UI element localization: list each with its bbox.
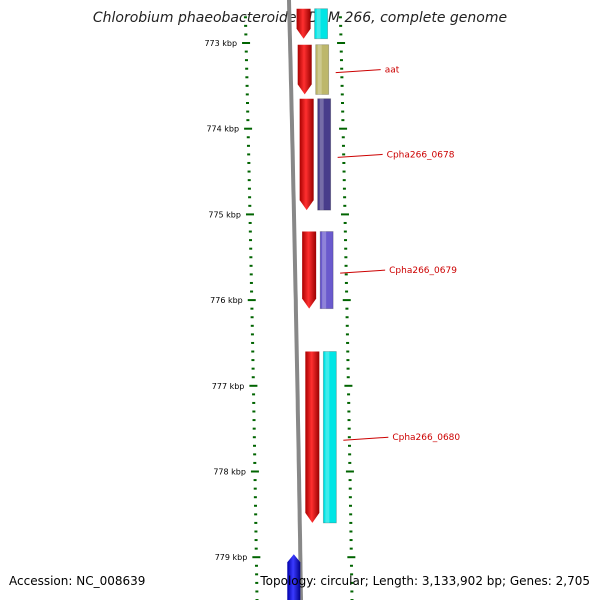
gene-labels: aat Cpha266_0678 Cpha266_0679 Cpha266_0680 xyxy=(335,66,460,443)
cds-arrow xyxy=(302,231,317,309)
cds-arrow xyxy=(296,8,311,39)
cds-arrow xyxy=(299,98,314,211)
genome-backbone xyxy=(287,0,303,600)
gene-label-leader xyxy=(337,153,383,158)
ruler-tick-label: 775 kbp xyxy=(208,210,241,219)
gene-block xyxy=(315,44,330,95)
gene-block xyxy=(319,231,334,310)
gene-label-leader xyxy=(340,269,386,274)
gene-label: Cpha266_0680 xyxy=(392,433,460,443)
gene-block-highlight xyxy=(319,98,324,211)
feature-track xyxy=(314,8,337,524)
gene-block xyxy=(322,351,337,524)
gene-block-highlight xyxy=(325,351,330,523)
ruler-tick-label: 774 kbp xyxy=(206,125,239,134)
ruler-tick-label: 776 kbp xyxy=(210,296,243,305)
gene-block-highlight xyxy=(317,44,322,95)
ruler-tick-label: 777 kbp xyxy=(212,382,245,391)
cds-track xyxy=(287,8,320,600)
ruler-tick-label: 773 kbp xyxy=(204,39,237,48)
gene-label-leader xyxy=(343,436,389,441)
ruler: 773 kbp 774 kbp 775 kbp 776 kbp 777 kbp 778 k… xyxy=(204,16,356,600)
accession-text: Accession: NC_008639 xyxy=(9,574,146,588)
reverse-cds-arrow xyxy=(287,554,301,600)
gene-block xyxy=(314,8,328,40)
ruler-tick-label: 779 kbp xyxy=(215,553,248,562)
gene-block-highlight xyxy=(316,8,321,39)
gene-label: aat xyxy=(385,66,400,76)
gene-label: Cpha266_0679 xyxy=(389,266,457,276)
gene-label: Cpha266_0678 xyxy=(387,150,455,160)
cds-arrow xyxy=(297,44,312,95)
cds-arrow xyxy=(305,351,320,523)
gene-label-leader xyxy=(335,69,381,74)
gene-block xyxy=(317,98,332,211)
genome-summary-text: Topology: circular; Length: 3,133,902 bp… xyxy=(260,574,590,588)
gene-block-highlight xyxy=(322,231,327,309)
ruler-tick-label: 778 kbp xyxy=(213,468,246,477)
